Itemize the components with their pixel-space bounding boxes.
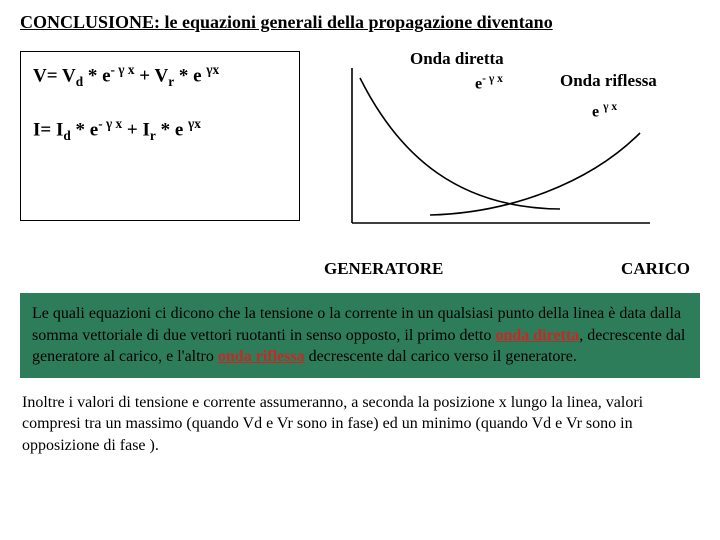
bottom-paragraph: Inoltre i valori di tensione e corrente … xyxy=(20,392,700,457)
generator-label: GENERATORE xyxy=(324,259,443,279)
hl-onda-riflessa: onda riflessa xyxy=(218,348,305,365)
page-title: CONCLUSIONE: le equazioni generali della… xyxy=(20,12,700,33)
top-row: V= Vd * e- γ x + Vr * e γx I= Id * e- γ … xyxy=(20,51,700,251)
direct-wave-curve xyxy=(360,78,560,209)
wave-chart: Onda diretta e- γ x Onda riflessa e γ x xyxy=(330,51,670,251)
explanation-box: Le quali equazioni ci dicono che la tens… xyxy=(20,293,700,378)
load-label: CARICO xyxy=(621,259,690,279)
exp-post: decrescente dal carico verso il generato… xyxy=(305,348,577,365)
axis-labels-row: GENERATORE CARICO xyxy=(20,259,700,279)
hl-onda-diretta: onda diretta xyxy=(495,327,579,344)
equations-box: V= Vd * e- γ x + Vr * e γx I= Id * e- γ … xyxy=(20,51,300,221)
current-equation: I= Id * e- γ x + Ir * e γx xyxy=(33,116,287,144)
chart-svg xyxy=(330,63,670,243)
voltage-equation: V= Vd * e- γ x + Vr * e γx xyxy=(33,62,287,90)
reflected-wave-curve xyxy=(430,133,640,215)
